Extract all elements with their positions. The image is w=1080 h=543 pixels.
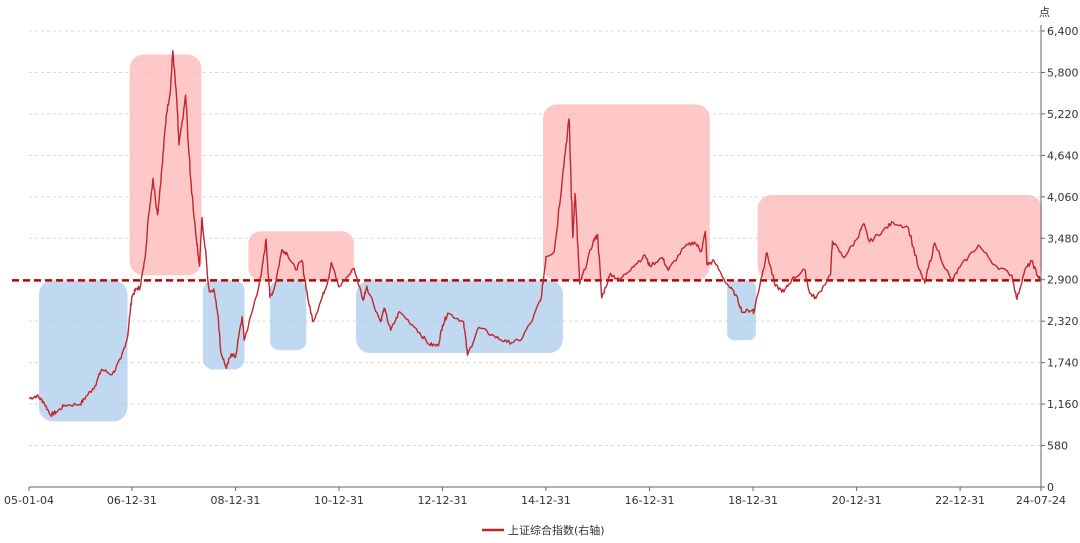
y-tick-label: 2,900 [1047,274,1079,287]
x-tick-label: 22-12-31 [935,494,985,507]
x-tick-label: 05-01-04 [4,494,54,507]
y-axis-unit: 点 [1039,6,1050,19]
y-tick-label: 4,640 [1047,149,1079,162]
x-tick-label: 08-12-31 [211,494,261,507]
series-line [28,50,1042,418]
y-tick-label: 4,060 [1047,191,1079,204]
zone-below-blue [356,280,563,354]
y-tick-label: 2,320 [1047,315,1079,328]
x-tick-label: 18-12-31 [728,494,778,507]
zone-above-red [543,104,710,281]
zone-below-blue [270,280,307,351]
zone-above-red [129,54,202,276]
x-tick-label: 12-12-31 [418,494,468,507]
x-tick-label: 14-12-31 [521,494,571,507]
x-tick-label: 10-12-31 [314,494,364,507]
y-tick-label: 6,400 [1047,25,1079,38]
y-tick-label: 5,800 [1047,66,1079,79]
y-tick-label: 0 [1047,481,1054,494]
zone-below-blue [38,280,128,422]
y-tick-label: 580 [1047,440,1068,453]
zone-above-red [248,231,354,281]
y-tick-label: 3,480 [1047,232,1079,245]
x-tick-label: 20-12-31 [832,494,882,507]
y-tick-label: 1,740 [1047,357,1079,370]
x-tick-label: 24-07-24 [1016,494,1066,507]
y-tick-label: 1,160 [1047,398,1079,411]
x-tick-label: 06-12-31 [107,494,157,507]
y-tick-label: 5,220 [1047,108,1079,121]
x-tick-label: 16-12-31 [625,494,675,507]
axes: 0 580 1,160 1,740 2,320 2,900 3,480 4,060 4,640 5… [4,25,1079,507]
legend-label: 上证综合指数(右轴) [508,523,605,537]
legend: 上证综合指数(右轴) [482,523,605,537]
series-layer [28,50,1042,418]
zone-above-red [757,194,1042,281]
zone-below-blue [202,280,245,370]
